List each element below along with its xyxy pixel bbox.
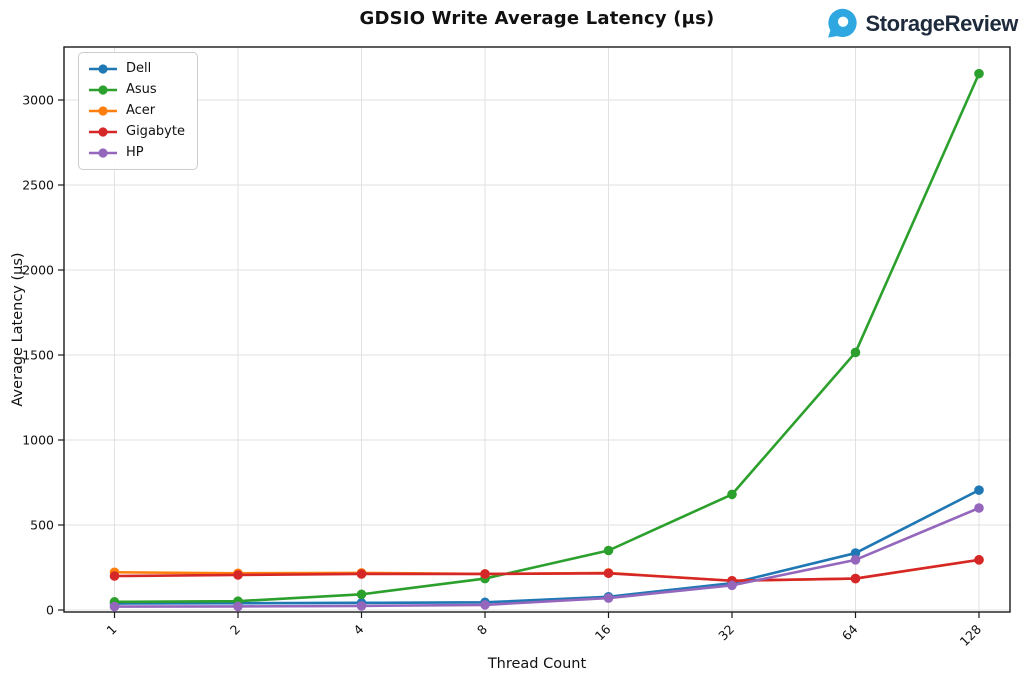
series-asus: [109, 68, 984, 607]
y-tick-label: 2500: [22, 178, 54, 193]
legend-label: Gigabyte: [126, 124, 185, 139]
data-point: [727, 580, 737, 591]
data-point: [727, 489, 737, 500]
data-point: [974, 503, 984, 513]
series-dell: [109, 485, 984, 609]
data-point: [109, 571, 120, 581]
x-tick-label: 16: [592, 621, 614, 643]
data-point: [603, 593, 614, 603]
y-axis-label: Average Latency (μs): [10, 252, 26, 406]
y-tick-label: 1000: [22, 433, 54, 448]
x-tick-label: 4: [350, 621, 366, 637]
legend-item-acer: Acer: [88, 102, 185, 120]
x-axis-label: Thread Count: [487, 656, 587, 672]
data-point: [233, 570, 243, 580]
y-tick-label: 3000: [22, 93, 54, 108]
y-tick-label: 2000: [22, 263, 54, 278]
legend-label: Acer: [126, 103, 156, 118]
legend-marker: [89, 148, 117, 158]
x-tick-label: 64: [839, 621, 861, 643]
gridlines: [64, 47, 1010, 612]
legend-label: HP: [126, 145, 144, 160]
series-line: [114, 558, 980, 583]
legend-marker: [89, 85, 117, 95]
y-tick-label: 0: [46, 603, 54, 618]
x-tick-label: 32: [715, 622, 737, 644]
series-line: [114, 488, 980, 605]
legend-marker: [89, 127, 117, 137]
data-point: [480, 569, 490, 579]
storagereview-icon: [828, 8, 858, 38]
legend-label: Asus: [126, 82, 157, 97]
legend-item-asus: Asus: [88, 81, 185, 99]
data-point: [233, 601, 243, 612]
data-point: [974, 485, 984, 495]
legend-item-hp: HP: [88, 144, 185, 162]
logo-text: StorageReview: [865, 10, 1018, 36]
data-point: [109, 601, 120, 612]
data-point: [356, 589, 367, 600]
series-line: [114, 506, 980, 608]
x-tick-label: 8: [474, 621, 490, 637]
data-point: [850, 347, 861, 358]
y-tick-label: 500: [30, 518, 54, 533]
y-tick-label: 1500: [22, 348, 54, 363]
data-point: [850, 573, 861, 584]
data-point: [356, 601, 367, 611]
legend-item-gigabyte: Gigabyte: [88, 123, 185, 141]
plot-frame: [63, 46, 1011, 613]
data-point: [356, 569, 367, 579]
data-point: [974, 555, 984, 565]
series-line: [114, 73, 981, 604]
data-point: [603, 545, 614, 556]
chart-legend: Dell Asus Acer Gigabyte HP: [78, 52, 198, 170]
data-point: [603, 568, 614, 579]
legend-item-dell: Dell: [88, 60, 185, 78]
series-hp: [109, 503, 984, 612]
x-tick-label: 128: [957, 621, 985, 649]
data-point: [480, 600, 490, 610]
x-tick-label: 2: [227, 622, 243, 638]
chart-title: GDSIO Write Average Latency (μs): [359, 8, 715, 29]
legend-label: Dell: [126, 61, 152, 76]
storagereview-logo: StorageReview: [826, 7, 1018, 40]
legend-marker: [89, 106, 117, 116]
data-point: [850, 555, 861, 565]
x-tick-label: 1: [103, 622, 119, 638]
legend-marker: [89, 64, 117, 74]
data-point: [850, 548, 861, 558]
data-point: [974, 68, 984, 79]
